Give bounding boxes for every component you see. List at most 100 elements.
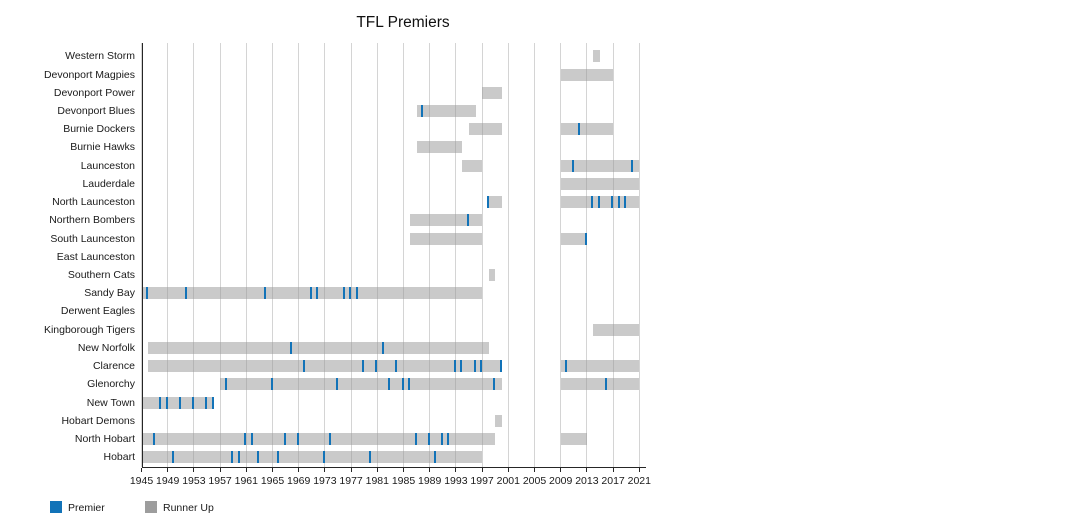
gridline [560,43,562,467]
x-axis-tick [167,467,169,472]
y-axis-team-label: Kingborough Tigers [43,323,135,336]
y-axis-team-label: North Hobart [74,433,135,446]
y-axis-team-label: Lauderdale [82,177,135,190]
premier-tick [159,396,162,409]
premier-tick [467,214,469,227]
premier-tick [388,378,391,391]
x-axis-tick-label: 2021 [627,474,651,487]
runner-up-bar [148,341,489,354]
premier-tick [355,287,358,300]
gridline [638,43,640,467]
runner-up-bar [416,141,463,154]
premier-tick [290,341,293,354]
premier-tick [624,196,627,209]
y-axis-team-label: Hobart Demons [61,414,135,427]
premier-tick [630,159,633,172]
premier-tick [316,287,319,300]
gridline [534,43,535,467]
premier-tick [283,433,286,446]
y-axis-team-label: New Norfolk [77,341,135,354]
x-axis-tick-label: 1953 [182,474,206,487]
premier-tick [178,396,181,409]
premier-tick [224,378,227,391]
y-axis-team-label: Derwent Eagles [60,305,135,318]
y-axis-team-label: Devonport Magpies [43,68,135,81]
y-axis-team-label: Northern Bombers [49,214,135,227]
runner-up-bar [560,123,614,136]
premier-tick [309,287,312,300]
premier-tick [434,451,437,464]
y-axis-spine [141,43,143,467]
premier-tick [146,287,149,300]
legend: Premier Runner Up [0,501,1070,531]
runner-up-bar [488,269,496,281]
y-axis-team-label: East Launceston [56,250,135,263]
legend-label-premier: Premier [68,502,105,514]
runner-up-bar [462,159,483,172]
premier-tick [322,451,325,464]
premier-tick [499,360,502,373]
runner-up-bar [410,214,483,227]
premier-tick [263,287,266,300]
x-axis-tick-label: 2001 [496,474,520,487]
x-axis-tick-label: 1957 [208,474,232,487]
premier-tick [591,196,594,209]
x-axis-tick-label: 1949 [156,474,180,487]
premier-tick [447,433,450,446]
runner-up-bar [141,451,483,464]
x-axis-tick [455,467,457,472]
runner-up-bar [141,287,483,300]
x-axis-tick-label: 1997 [470,474,494,487]
gridline [298,43,300,467]
premier-tick [250,433,253,446]
x-axis-tick-label: 1993 [444,474,468,487]
gridline [507,43,509,467]
y-axis-team-label: Hobart [103,451,135,464]
runner-up-bar [560,360,640,373]
premier-tick [493,378,496,391]
y-axis-team-label: Launceston [80,159,135,172]
premier-tick [172,451,175,464]
chart: TFL Premiers Western Storm Devonport Magp… [43,14,651,514]
premier-tick [349,287,352,300]
premier-tick [598,196,600,209]
runner-up-bar [482,86,502,99]
x-axis-tick [376,467,378,472]
premier-tick [257,451,260,464]
y-axis-team-label: Western Storm [65,50,135,63]
x-axis-tick [586,467,588,472]
runner-up-bar [593,50,600,63]
premier-tick [303,360,306,373]
premier-tick [381,341,384,354]
gridline [429,43,431,467]
premier-tick [237,451,240,464]
x-axis-tick-label: 2013 [575,474,599,487]
y-axis-team-label: South Launceston [50,232,135,245]
gridline [167,43,169,467]
x-axis-tick-label: 2005 [522,474,547,487]
premier-tick [584,232,587,245]
x-axis-tick-label: 1969 [287,474,311,487]
legend-swatch-runner-up [145,501,157,513]
premier-tick [604,378,607,391]
gridline [403,43,404,467]
premier-tick [152,433,155,446]
y-axis-team-label: Burnie Hawks [70,141,135,154]
legend-swatch-premier [50,501,62,513]
runner-up-bar [416,104,476,117]
x-axis-tick-label: 2017 [601,474,625,487]
gridline [376,43,378,467]
premier-tick [329,433,332,446]
gridline [350,43,352,467]
premier-tick [611,196,614,209]
premier-tick [270,378,273,391]
runner-up-bar [220,378,502,391]
premier-tick [368,451,371,464]
premier-tick [231,451,234,464]
gridline [324,43,326,467]
x-axis-tick [350,467,352,472]
runner-up-bar [495,414,502,427]
x-axis-tick-label: 1961 [234,474,258,487]
premier-tick [414,433,417,446]
x-axis-tick-label: 1945 [129,474,154,487]
